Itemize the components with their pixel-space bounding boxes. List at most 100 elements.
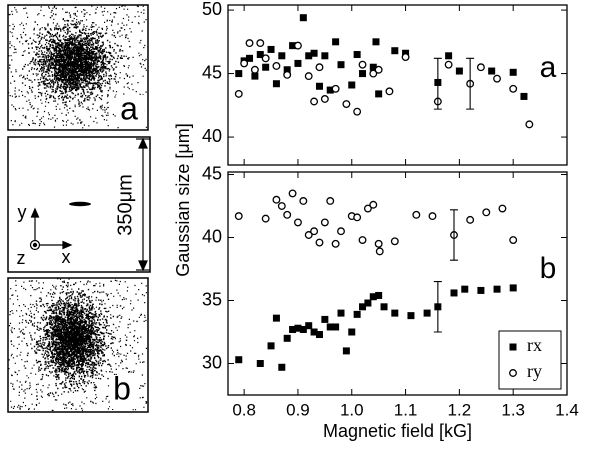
square-marker (294, 59, 302, 67)
square-marker (391, 47, 399, 55)
square-marker (520, 92, 528, 100)
square-marker (310, 328, 318, 336)
circle-marker (466, 215, 475, 224)
legend-label: rx (527, 335, 542, 355)
y-tick-label: 50 (202, 0, 222, 19)
circle-marker (428, 212, 437, 221)
x-tick-label: 1.2 (448, 400, 472, 419)
square-marker (488, 67, 496, 75)
speckle (8, 5, 147, 129)
square-marker (289, 42, 297, 50)
circle-marker (390, 237, 399, 246)
x-tick-label: 1.0 (340, 400, 364, 419)
circle-marker (369, 69, 378, 78)
square-marker (509, 284, 517, 292)
circle-marker (299, 197, 308, 205)
circle-marker (401, 53, 410, 62)
square-marker (509, 68, 517, 76)
error-bar (433, 281, 442, 333)
square-marker (267, 45, 275, 53)
y-axis-label: Gaussian size [μm] (173, 123, 193, 276)
square-marker (235, 356, 243, 364)
square-marker (369, 63, 377, 71)
square-marker (278, 52, 286, 60)
cloud (69, 201, 91, 207)
circle-marker (337, 227, 345, 236)
square-marker (391, 309, 399, 317)
square-marker (375, 90, 383, 98)
circle-marker (320, 95, 329, 103)
circle-marker (250, 65, 259, 74)
square-marker (337, 309, 345, 317)
panel-label: b (113, 370, 131, 406)
circle-marker (234, 89, 243, 98)
y-tick-label: 40 (202, 126, 222, 146)
circle-marker (277, 202, 286, 210)
scale-label: 350μm (114, 174, 136, 236)
circle-marker (353, 107, 362, 116)
square-marker (375, 291, 383, 299)
circle-marker (288, 189, 297, 198)
square-marker (348, 81, 356, 89)
circle-marker (353, 213, 362, 222)
legend-box (498, 330, 562, 390)
panel-label: a (540, 51, 557, 84)
circle-marker (310, 97, 319, 106)
x-tick-label: 1.4 (555, 400, 579, 419)
circle-marker (234, 212, 243, 221)
square-marker (305, 322, 313, 330)
square-marker (342, 347, 350, 355)
plot-frame (227, 171, 568, 396)
circle-marker (240, 59, 249, 68)
square-marker (321, 52, 329, 60)
square-marker (423, 309, 431, 317)
square-marker (299, 14, 307, 22)
circle-marker (363, 204, 372, 213)
square-marker (251, 72, 259, 80)
x-tick-label: 0.9 (286, 400, 310, 419)
circle-marker (256, 39, 265, 48)
circle-marker (272, 195, 281, 204)
square-marker (289, 325, 297, 333)
y-tick-label: 45 (202, 62, 222, 82)
square-marker (246, 54, 254, 62)
circle-marker (369, 200, 378, 209)
error-bar (433, 57, 442, 110)
axis-letter: z (17, 248, 26, 268)
square-marker (450, 289, 458, 297)
x-tick-label: 0.8 (232, 400, 256, 419)
square-marker (272, 80, 280, 88)
circle-marker (342, 100, 351, 108)
circle-marker (294, 41, 302, 50)
speckle (8, 278, 148, 412)
square-marker (235, 70, 243, 78)
square-marker (267, 342, 275, 350)
legend-label: ry (527, 361, 542, 381)
square-marker (299, 325, 307, 333)
square-marker (283, 334, 291, 342)
error-bar (466, 57, 475, 110)
y-tick-label: 30 (202, 352, 222, 372)
square-marker (256, 51, 264, 59)
square-marker (283, 66, 291, 74)
square-marker (310, 49, 318, 57)
circle-marker (320, 218, 329, 227)
circle-marker (374, 239, 383, 248)
circle-marker (476, 63, 485, 72)
square-marker (353, 51, 361, 59)
square-marker (326, 323, 334, 331)
square-marker (305, 52, 313, 60)
image-frame (7, 277, 149, 413)
y-tick-label: 40 (202, 226, 222, 246)
circle-marker (272, 62, 281, 70)
circle-marker (245, 39, 254, 48)
label-backing (116, 95, 144, 127)
x-tick-label: 1.3 (501, 400, 525, 419)
circle-marker (509, 84, 518, 93)
circle-marker (283, 70, 292, 79)
circle-marker (315, 63, 324, 72)
label-backing (110, 375, 138, 409)
x-tick-label: 1.1 (394, 400, 418, 419)
square-marker (315, 82, 323, 90)
square-marker (348, 328, 356, 336)
